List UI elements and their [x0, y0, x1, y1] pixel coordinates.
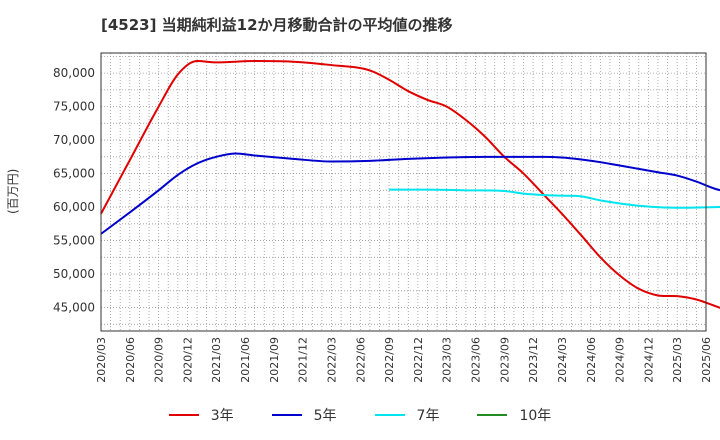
x-tick-label: 2022/12	[412, 337, 425, 383]
x-tick-label: 2022/03	[325, 337, 338, 383]
x-tick-label: 2023/03	[441, 337, 454, 383]
x-tick-label: 2020/09	[153, 337, 166, 383]
legend-item-2: 7年	[374, 405, 440, 425]
y-tick-label: 75,000	[53, 100, 95, 114]
legend-label: 7年	[416, 408, 440, 424]
x-tick-label: 2025/03	[671, 337, 684, 383]
legend-swatch	[168, 414, 199, 416]
legend-label: 5年	[313, 408, 337, 424]
legend-swatch	[477, 414, 508, 416]
x-tick-label: 2024/12	[642, 337, 655, 383]
x-tick-label: 2021/03	[210, 337, 223, 383]
y-tick-label: 55,000	[53, 234, 95, 248]
legend: 3年 5年 7年 10年	[0, 405, 720, 425]
series-line-1	[100, 152, 720, 235]
series-line-2	[389, 188, 720, 209]
x-tick-label: 2025/06	[700, 337, 713, 383]
legend-label: 10年	[519, 408, 552, 424]
y-tick-label: 65,000	[53, 167, 95, 181]
y-tick-label: 60,000	[53, 200, 95, 214]
x-tick-label: 2022/06	[354, 337, 367, 383]
x-tick-label: 2020/06	[124, 337, 137, 383]
y-tick-label: 80,000	[53, 66, 95, 80]
x-tick-label: 2023/06	[470, 337, 483, 383]
legend-item-0: 3年	[168, 405, 234, 425]
legend-item-3: 10年	[477, 405, 551, 425]
x-tick-label: 2023/12	[527, 337, 540, 383]
x-tick-label: 2022/09	[383, 337, 396, 383]
series-line-0	[100, 60, 720, 309]
x-tick-label: 2024/09	[614, 337, 627, 383]
x-tick-label: 2021/06	[239, 337, 252, 383]
plot-border	[100, 52, 707, 332]
x-tick-label: 2023/09	[498, 337, 511, 383]
y-tick-label: 70,000	[53, 133, 95, 147]
legend-swatch	[374, 414, 405, 416]
x-tick-label: 2021/12	[297, 337, 310, 383]
x-tick-label: 2021/09	[268, 337, 281, 383]
x-tick-label: 2020/03	[95, 337, 108, 383]
chart-title: [4523] 当期純利益12か月移動合計の平均値の推移	[101, 16, 453, 34]
legend-label: 3年	[210, 408, 234, 424]
x-tick-label: 2020/12	[181, 337, 194, 383]
legend-item-1: 5年	[271, 405, 337, 425]
x-tick-label: 2024/06	[585, 337, 598, 383]
y-tick-label: 45,000	[53, 301, 95, 315]
x-tick-label: 2024/03	[556, 337, 569, 383]
legend-swatch	[271, 414, 302, 416]
y-tick-label: 50,000	[53, 267, 95, 281]
